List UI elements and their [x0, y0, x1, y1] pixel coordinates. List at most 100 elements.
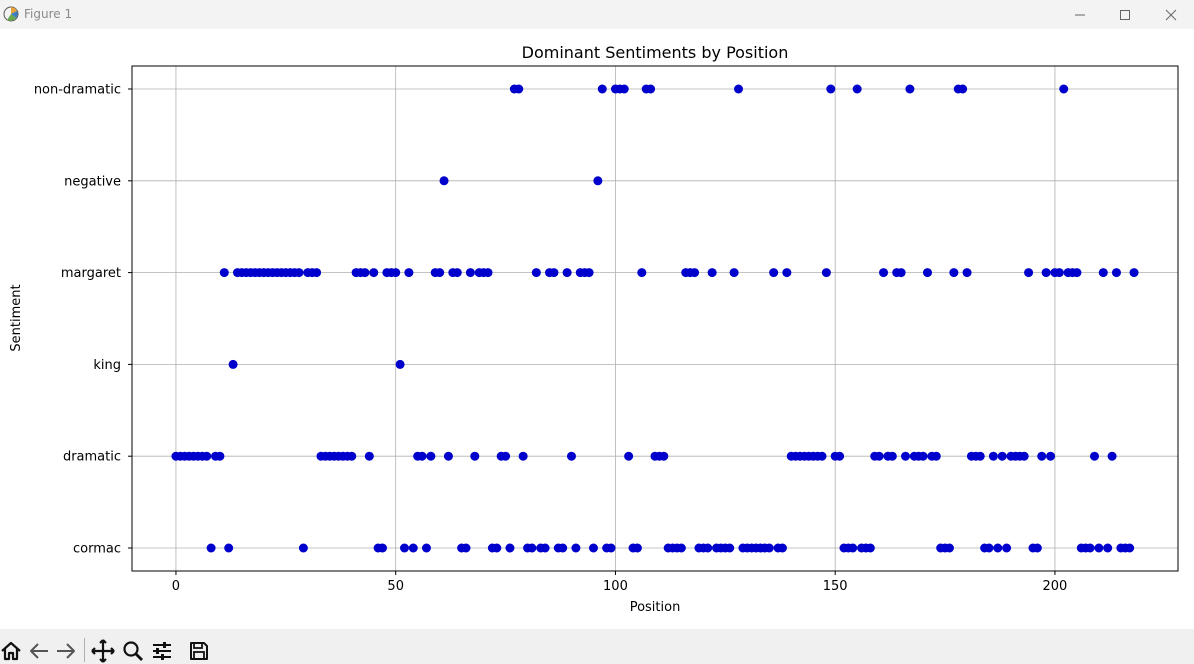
data-point-margaret	[360, 268, 370, 278]
data-point-cormac	[540, 543, 550, 553]
data-point-margaret	[1098, 268, 1108, 278]
data-point-cormac	[492, 543, 502, 553]
data-point-margaret	[483, 268, 493, 278]
data-point-dramatic	[931, 451, 941, 461]
data-point-dramatic	[874, 451, 884, 461]
save-button[interactable]	[186, 638, 212, 664]
data-point-dramatic	[417, 451, 427, 461]
data-point-non-dramatic	[619, 84, 629, 94]
window-title: Figure 1	[24, 7, 73, 21]
data-point-dramatic	[501, 451, 511, 461]
data-point-cormac	[408, 543, 418, 553]
data-point-margaret	[452, 268, 462, 278]
data-point-negative	[593, 176, 603, 186]
data-point-margaret	[896, 268, 906, 278]
home-button[interactable]	[0, 638, 24, 664]
data-point-cormac	[777, 543, 787, 553]
y-tick-label: king	[93, 358, 121, 373]
data-point-cormac	[1103, 543, 1113, 553]
data-point-cormac	[298, 543, 308, 553]
data-point-cormac	[984, 543, 994, 553]
data-point-dramatic	[1019, 451, 1029, 461]
configure-subplots-button[interactable]	[149, 638, 175, 664]
data-point-margaret	[1072, 268, 1082, 278]
data-point-margaret	[549, 268, 559, 278]
data-point-margaret	[404, 268, 414, 278]
data-point-non-dramatic	[958, 84, 968, 94]
data-point-dramatic	[817, 451, 827, 461]
minimize-button[interactable]	[1057, 0, 1103, 29]
x-axis-label: Position	[630, 600, 681, 615]
data-point-cormac	[378, 543, 388, 553]
save-icon	[190, 642, 208, 660]
data-point-margaret	[1041, 268, 1051, 278]
x-tick-label: 50	[387, 579, 404, 594]
data-point-margaret	[219, 268, 229, 278]
y-axis-label: Sentiment	[9, 284, 24, 351]
data-point-cormac	[764, 543, 774, 553]
zoom-button[interactable]	[120, 638, 146, 664]
data-point-cormac	[461, 543, 471, 553]
data-point-dramatic	[1046, 451, 1056, 461]
data-point-non-dramatic	[1059, 84, 1069, 94]
data-point-non-dramatic	[597, 84, 607, 94]
pan-button[interactable]	[90, 638, 116, 664]
data-point-dramatic	[997, 451, 1007, 461]
data-point-dramatic	[202, 451, 212, 461]
data-point-cormac	[632, 543, 642, 553]
data-point-non-dramatic	[905, 84, 915, 94]
data-point-cormac	[848, 543, 858, 553]
data-point-cormac	[606, 543, 616, 553]
data-point-dramatic	[988, 451, 998, 461]
data-point-king	[228, 359, 238, 369]
data-point-cormac	[558, 543, 568, 553]
data-point-dramatic	[975, 451, 985, 461]
data-point-dramatic	[918, 451, 928, 461]
data-point-margaret	[879, 268, 889, 278]
data-point-dramatic	[624, 451, 634, 461]
data-point-negative	[439, 176, 449, 186]
data-point-dramatic	[364, 451, 374, 461]
data-point-cormac	[421, 543, 431, 553]
data-point-cormac	[703, 543, 713, 553]
close-button[interactable]	[1148, 0, 1194, 29]
back-button[interactable]	[26, 638, 52, 664]
toolbar-separator	[84, 638, 85, 662]
data-point-margaret	[1054, 268, 1064, 278]
maximize-button[interactable]	[1102, 0, 1148, 29]
data-point-cormac	[206, 543, 216, 553]
data-point-margaret	[584, 268, 594, 278]
data-point-dramatic	[566, 451, 576, 461]
title-bar[interactable]: Figure 1	[0, 0, 1194, 29]
data-point-margaret	[1129, 268, 1139, 278]
configure-subplots-icon	[153, 642, 171, 660]
data-point-dramatic	[215, 451, 225, 461]
forward-icon	[57, 643, 75, 659]
pan-icon	[91, 639, 115, 663]
data-point-dramatic	[470, 451, 480, 461]
data-point-dramatic	[347, 451, 357, 461]
data-point-margaret	[922, 268, 932, 278]
data-point-dramatic	[835, 451, 845, 461]
data-point-cormac	[399, 543, 409, 553]
data-point-cormac	[993, 543, 1003, 553]
data-point-margaret	[562, 268, 572, 278]
data-point-cormac	[1085, 543, 1095, 553]
data-point-cormac	[571, 543, 581, 553]
home-icon	[1, 641, 21, 661]
data-point-margaret	[962, 268, 972, 278]
data-point-margaret	[782, 268, 792, 278]
data-point-non-dramatic	[514, 84, 524, 94]
data-point-margaret	[690, 268, 700, 278]
data-point-margaret	[391, 268, 401, 278]
data-point-margaret	[637, 268, 647, 278]
data-point-non-dramatic	[852, 84, 862, 94]
data-point-cormac	[944, 543, 954, 553]
y-tick-label: non-dramatic	[34, 83, 121, 98]
data-point-non-dramatic	[734, 84, 744, 94]
data-point-dramatic	[659, 451, 669, 461]
forward-button[interactable]	[53, 638, 79, 664]
figure-canvas[interactable]: 0 50 100 150 200 cormac dramatic king margaret ne…	[0, 29, 1194, 629]
data-point-dramatic	[518, 451, 528, 461]
